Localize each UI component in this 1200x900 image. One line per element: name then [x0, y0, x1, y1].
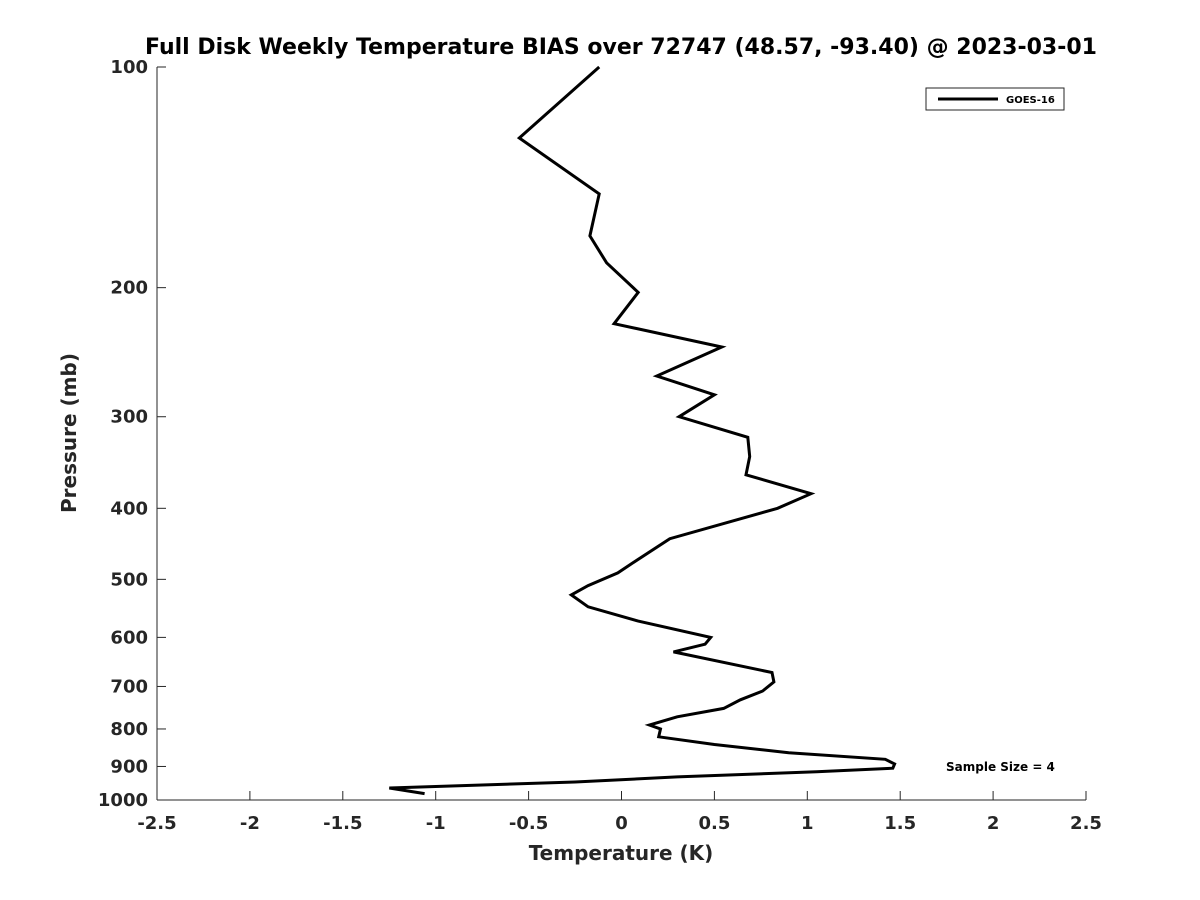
- x-axis-label: Temperature (K): [529, 841, 714, 865]
- x-tick-label: 2: [987, 813, 1000, 834]
- chart-title: Full Disk Weekly Temperature BIAS over 7…: [145, 35, 1097, 60]
- x-tick-label: -0.5: [509, 813, 548, 834]
- x-tick-label: -1: [426, 813, 446, 834]
- x-tick-label: -1.5: [323, 813, 362, 834]
- y-ticks: 100 200 300 400 500 600 700 800 900 1000: [98, 57, 166, 811]
- y-tick-label: 400: [110, 498, 148, 519]
- x-tick-label: -2: [240, 813, 260, 834]
- legend: GOES-16: [925, 87, 1065, 111]
- y-tick-label: 700: [110, 676, 148, 697]
- x-tick-label: 1.5: [884, 813, 916, 834]
- x-tick-label: -2.5: [137, 813, 176, 834]
- y-tick-label: 600: [110, 627, 148, 648]
- sample-size-annotation: Sample Size = 4: [946, 760, 1055, 774]
- y-tick-label: 100: [110, 57, 148, 78]
- x-tick-label: 2.5: [1070, 813, 1102, 834]
- y-axis-label: Pressure (mb): [57, 353, 81, 513]
- y-tick-label: 800: [110, 719, 148, 740]
- x-ticks: -2.5 -2 -1.5 -1 -0.5 0 0.5 1 1.5 2 2.5: [137, 791, 1102, 834]
- y-tick-label: 300: [110, 407, 148, 428]
- y-tick-label: 1000: [98, 790, 148, 811]
- x-tick-label: 1: [801, 813, 814, 834]
- series-line-goes-16: [389, 65, 897, 796]
- x-tick-label: 0.5: [698, 813, 730, 834]
- y-tick-label: 500: [110, 569, 148, 590]
- legend-label: GOES-16: [1006, 95, 1055, 106]
- y-tick-label: 200: [110, 278, 148, 299]
- y-tick-label: 900: [110, 756, 148, 777]
- x-tick-label: 0: [615, 813, 628, 834]
- axes: [156, 67, 1086, 801]
